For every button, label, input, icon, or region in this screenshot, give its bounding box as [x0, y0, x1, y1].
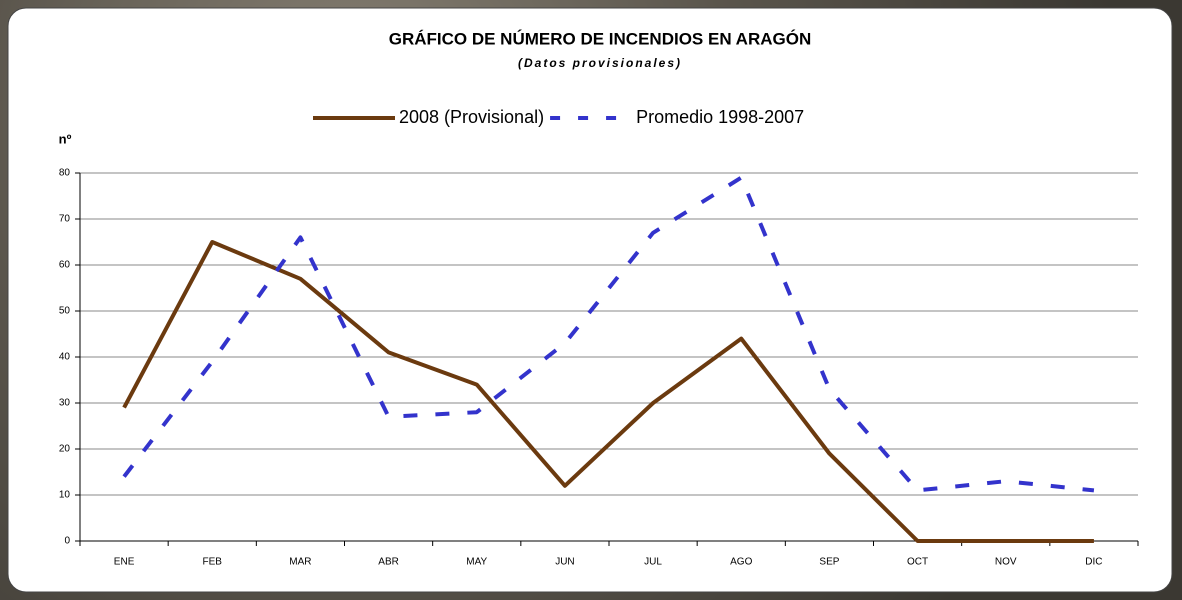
x-tick-label: NOV [995, 557, 1017, 568]
y-tick-label: 0 [64, 536, 70, 547]
legend-label: Promedio 1998-2007 [636, 107, 804, 127]
x-tick-label: MAY [466, 557, 487, 568]
x-tick-label: AGO [730, 557, 752, 568]
y-tick-label: 50 [59, 306, 71, 317]
y-tick-label: 80 [59, 168, 71, 179]
chart-title: GRÁFICO DE NÚMERO DE INCENDIOS EN ARAGÓN [389, 29, 812, 48]
y-tick-label: 40 [59, 352, 71, 363]
x-tick-label: JUL [644, 557, 662, 568]
x-tick-label: SEP [819, 557, 839, 568]
x-tick-label: MAR [289, 557, 311, 568]
chart: GRÁFICO DE NÚMERO DE INCENDIOS EN ARAGÓN… [0, 0, 1182, 600]
x-tick-label: DIC [1085, 557, 1102, 568]
legend-label: 2008 (Provisional) [399, 107, 544, 127]
y-tick-label: 20 [59, 444, 71, 455]
page: {"chart_data": {"type": "line", "title":… [0, 0, 1182, 600]
x-tick-label: ABR [378, 557, 399, 568]
y-tick-label: 60 [59, 260, 71, 271]
y-axis-label: nº [59, 131, 72, 146]
x-tick-label: FEB [203, 557, 223, 568]
x-tick-label: JUN [555, 557, 574, 568]
y-tick-label: 30 [59, 398, 71, 409]
chart-subtitle: (Datos provisionales) [518, 56, 682, 70]
x-tick-label: ENE [114, 557, 135, 568]
y-tick-label: 70 [59, 214, 71, 225]
y-tick-label: 10 [59, 490, 71, 501]
x-tick-label: OCT [907, 557, 928, 568]
